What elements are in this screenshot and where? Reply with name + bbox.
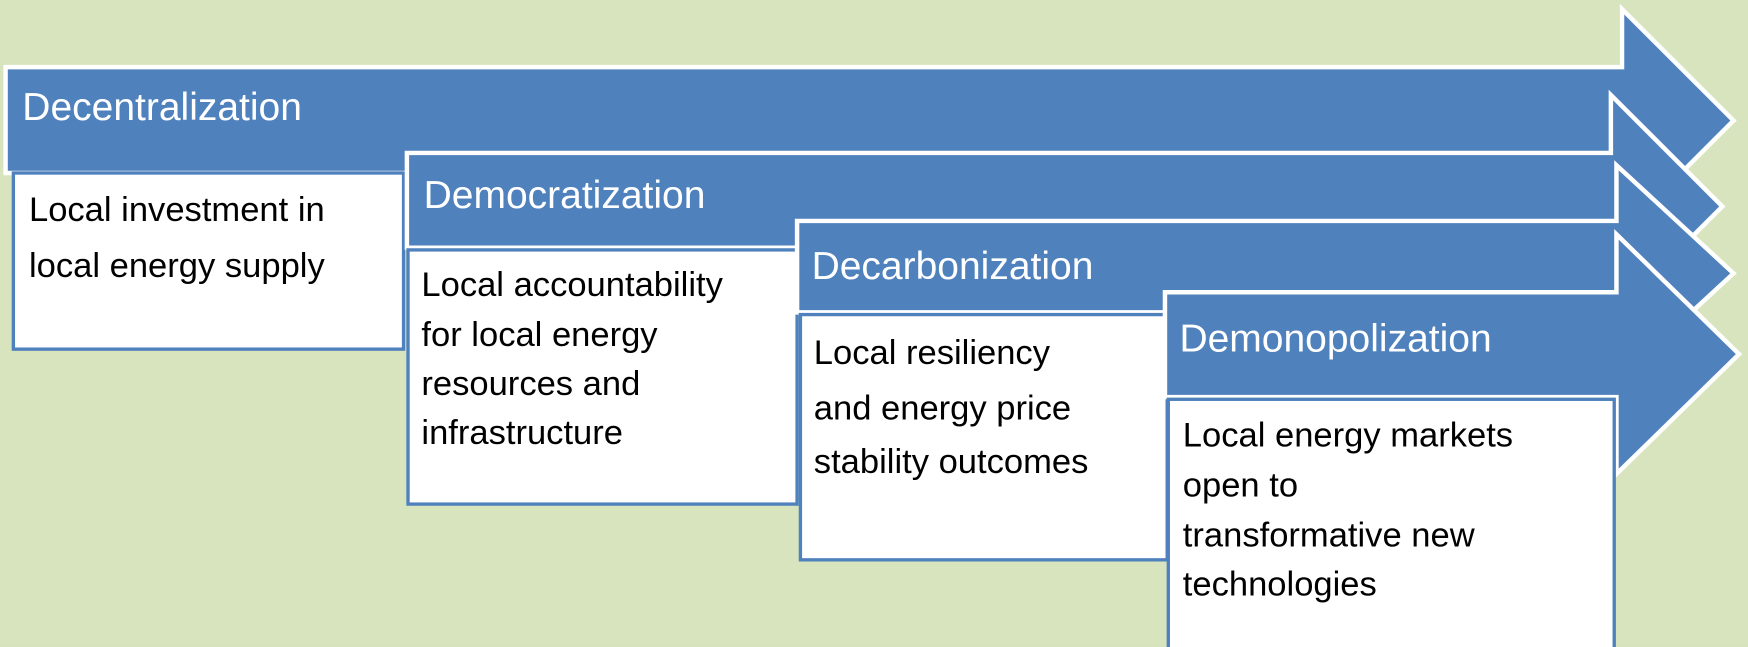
description-line: for local energy	[421, 316, 658, 354]
arrow	[1162, 229, 1743, 480]
description-box	[1166, 397, 1616, 647]
stage-title: Decarbonization	[812, 245, 1094, 288]
description-line: Local investment in	[29, 191, 325, 229]
description-line: technologies	[1183, 566, 1377, 604]
stage-title: Demonopolization	[1179, 318, 1491, 361]
description-line: resources and	[421, 365, 640, 403]
description-box	[406, 248, 799, 506]
description-line: Local energy markets	[1183, 416, 1513, 454]
stage-title: Decentralization	[22, 86, 302, 129]
description-line: and energy price	[814, 390, 1071, 428]
description-line: local energy supply	[29, 247, 325, 285]
description-line: open to	[1183, 467, 1298, 505]
description-line: Local accountability	[421, 266, 723, 304]
stage-title: Democratization	[424, 174, 706, 217]
description-line: infrastructure	[421, 414, 623, 452]
description-box	[798, 312, 1169, 562]
description-line: Local resiliency	[814, 334, 1051, 372]
description-box	[11, 171, 406, 351]
description-line: stability outcomes	[814, 443, 1089, 481]
description-line: transformative new	[1183, 517, 1476, 555]
